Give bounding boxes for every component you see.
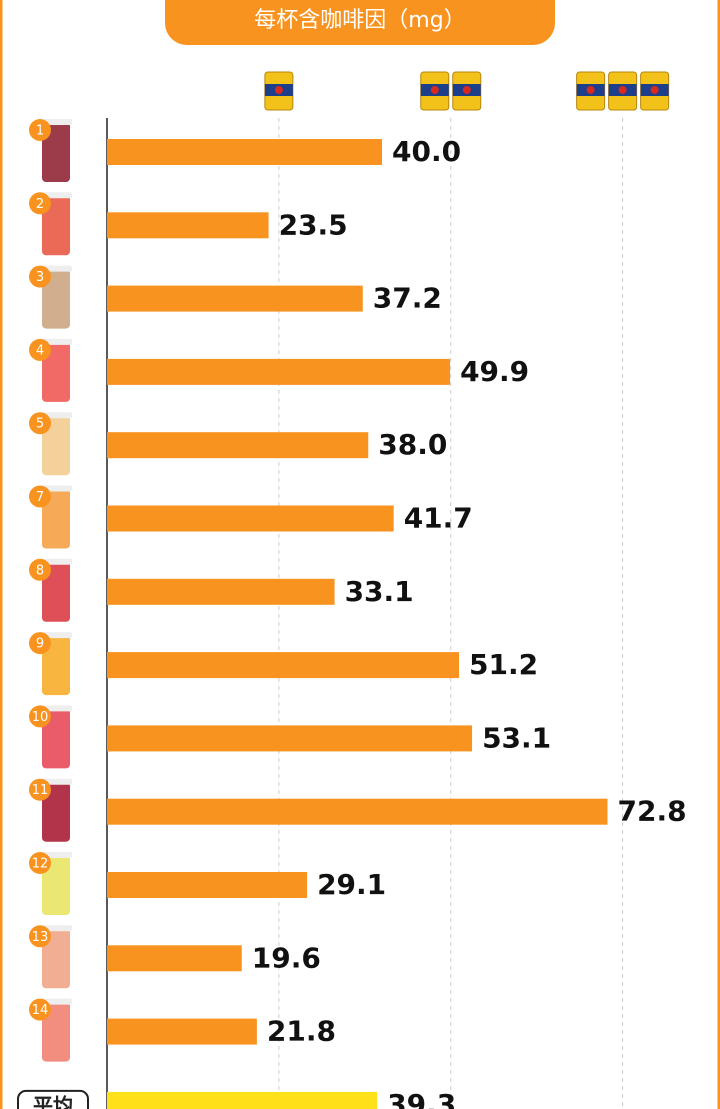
category-label: 1 bbox=[36, 124, 44, 139]
value-label: 19.6 bbox=[252, 941, 321, 974]
value-label: 29.1 bbox=[317, 868, 386, 901]
can-icon bbox=[420, 71, 450, 111]
bar bbox=[107, 725, 473, 752]
value-label: 39.3 bbox=[387, 1088, 456, 1109]
value-label: 72.8 bbox=[618, 795, 687, 828]
value-label: 41.7 bbox=[404, 502, 473, 535]
cup bbox=[42, 122, 70, 182]
cup bbox=[42, 415, 70, 476]
value-label: 37.2 bbox=[373, 282, 442, 315]
can-logo bbox=[650, 86, 659, 94]
category-badge bbox=[29, 632, 51, 655]
can-icon bbox=[608, 71, 638, 111]
category-label: 4 bbox=[36, 343, 44, 358]
category-label: 14 bbox=[32, 1003, 49, 1018]
category-badge bbox=[29, 192, 51, 215]
title-banner bbox=[165, 0, 555, 45]
bar bbox=[107, 578, 335, 605]
category-badge bbox=[29, 705, 51, 728]
value-label: 53.1 bbox=[482, 721, 551, 754]
value-label: 51.2 bbox=[469, 648, 538, 681]
cup bbox=[42, 341, 70, 402]
cup bbox=[42, 1001, 70, 1062]
category-label: 10 bbox=[32, 710, 49, 725]
bar bbox=[107, 285, 363, 312]
cup bbox=[42, 708, 70, 769]
category-label: 12 bbox=[32, 857, 49, 872]
value-label: 49.9 bbox=[460, 355, 529, 388]
value-label: 38.0 bbox=[378, 428, 447, 461]
value-label: 40.0 bbox=[392, 135, 461, 168]
bar bbox=[107, 945, 242, 972]
bar bbox=[107, 1018, 257, 1045]
can-icon bbox=[452, 71, 482, 111]
cup bbox=[42, 268, 70, 329]
category-label: 平均 bbox=[33, 1093, 73, 1109]
category-badge bbox=[29, 338, 51, 361]
category-badge bbox=[29, 852, 51, 874]
category-label: 11 bbox=[32, 783, 49, 798]
cup bbox=[42, 928, 70, 989]
value-label: 33.1 bbox=[345, 575, 414, 608]
bar bbox=[107, 212, 269, 239]
cup bbox=[42, 488, 70, 549]
bar bbox=[107, 652, 459, 679]
cup bbox=[42, 635, 70, 696]
category-label: 13 bbox=[32, 930, 49, 945]
can-logo bbox=[462, 86, 471, 94]
cup bbox=[42, 781, 70, 842]
can-icon bbox=[640, 71, 670, 111]
bar bbox=[107, 872, 308, 898]
category-label: 2 bbox=[36, 197, 44, 212]
value-label: 23.5 bbox=[279, 208, 348, 241]
can-logo bbox=[430, 86, 439, 94]
category-box bbox=[17, 1089, 89, 1109]
category-label: 7 bbox=[36, 490, 44, 505]
category-badge bbox=[29, 412, 51, 435]
category-badge bbox=[29, 778, 51, 801]
category-badge bbox=[29, 925, 51, 948]
bar bbox=[107, 1091, 378, 1109]
bar bbox=[107, 505, 394, 532]
category-label: 9 bbox=[36, 637, 44, 652]
bar bbox=[107, 358, 451, 385]
category-label: 8 bbox=[36, 563, 44, 578]
cup bbox=[42, 195, 70, 256]
can-logo bbox=[586, 86, 595, 94]
can-logo bbox=[274, 86, 283, 94]
bar bbox=[107, 139, 382, 165]
bar bbox=[107, 798, 608, 825]
value-label: 21.8 bbox=[267, 1015, 336, 1048]
can-logo bbox=[618, 86, 627, 94]
can-icon bbox=[264, 71, 294, 111]
category-badge bbox=[29, 558, 51, 581]
cup bbox=[42, 855, 70, 915]
category-badge bbox=[29, 998, 51, 1021]
chart-title: 每杯含咖啡因（mg） bbox=[254, 8, 465, 33]
category-badge bbox=[29, 119, 51, 141]
category-label: 5 bbox=[36, 417, 44, 432]
category-badge bbox=[29, 485, 51, 508]
cup bbox=[42, 561, 70, 622]
category-label: 3 bbox=[36, 270, 44, 285]
category-badge bbox=[29, 265, 51, 288]
can-icon bbox=[576, 71, 606, 111]
bar bbox=[107, 432, 369, 459]
